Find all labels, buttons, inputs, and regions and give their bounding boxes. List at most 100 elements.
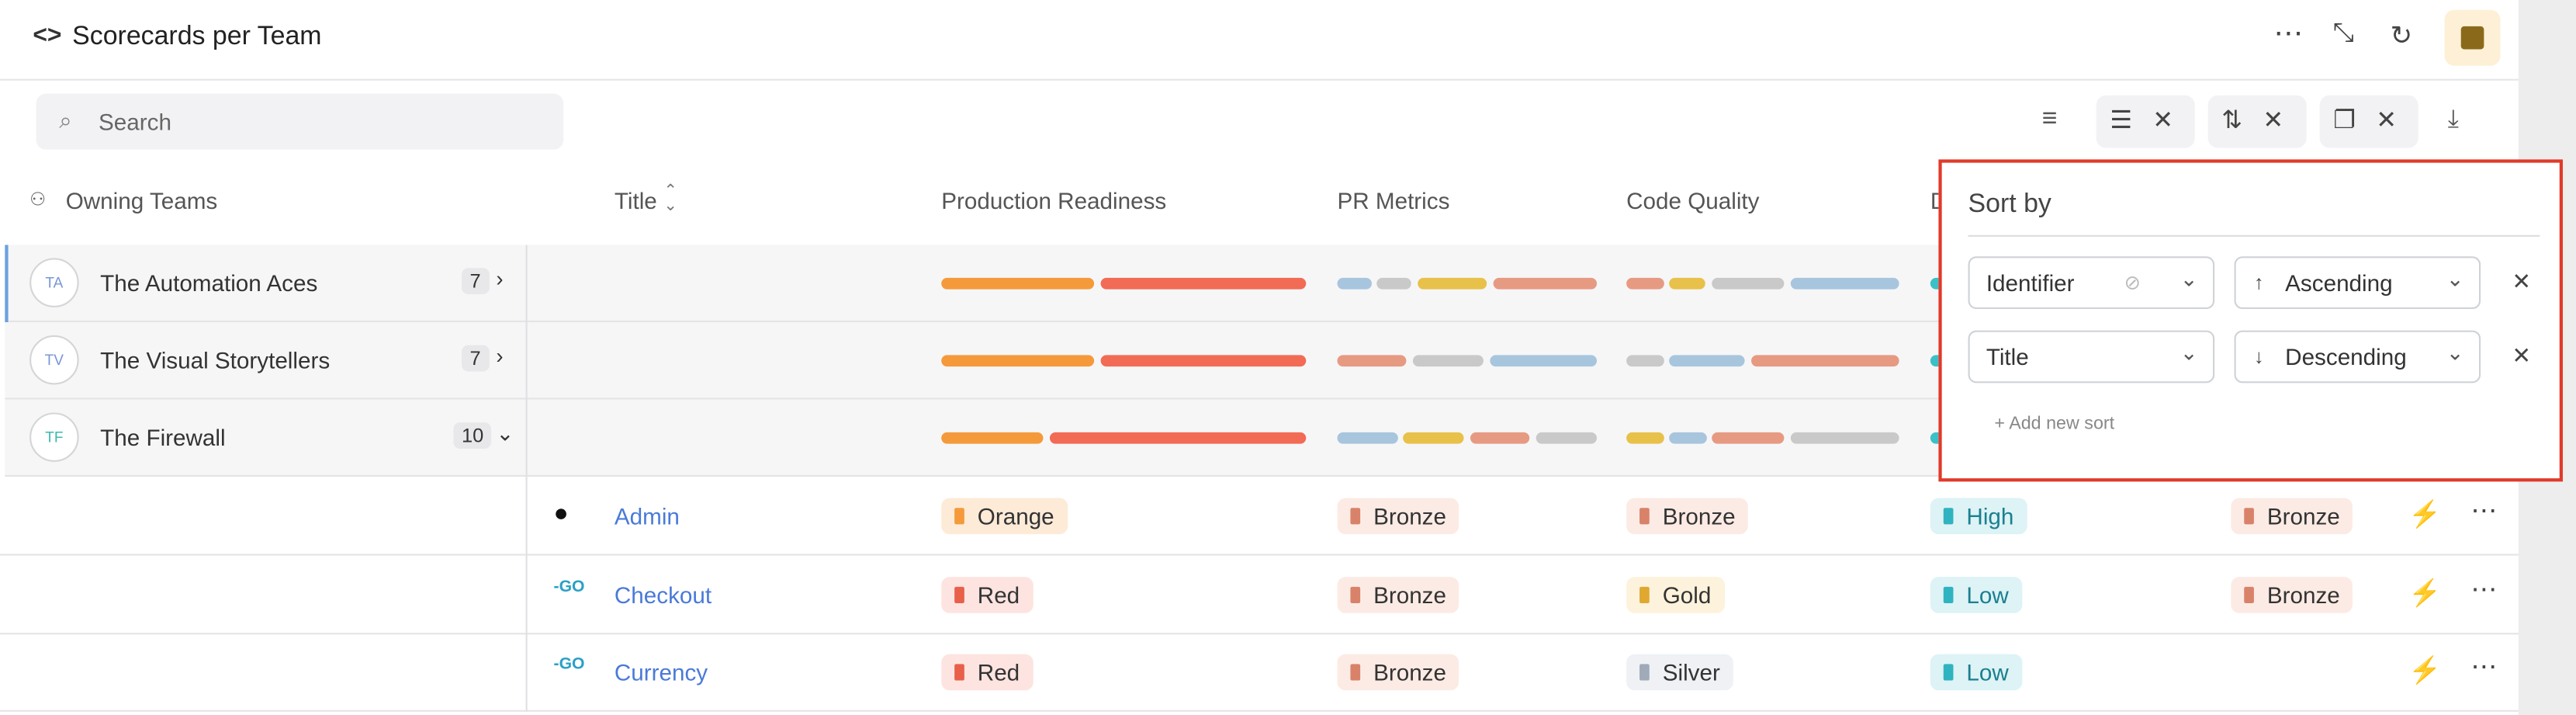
column-header: Production Readiness [941, 187, 1167, 214]
level-badge: Red [941, 576, 1034, 613]
progress-segment [1337, 432, 1398, 444]
progress-segment [1412, 355, 1484, 367]
column-header: PR Metrics [1337, 187, 1450, 214]
group-cell-border [525, 245, 528, 322]
team-name: The Automation Aces [100, 269, 318, 297]
refresh-button[interactable]: ↻ [2390, 23, 2413, 51]
level-badge: Bronze [1337, 654, 1459, 691]
collapse-button[interactable]: ⤡ [2332, 19, 2354, 48]
progress-segment [1337, 277, 1372, 290]
more-button[interactable]: ⋯ [2273, 16, 2304, 50]
page-title: Scorecards per Team [72, 23, 322, 51]
arrow-icon: ↑ [2253, 271, 2264, 294]
group-left-border [5, 245, 9, 322]
chevron: ⌄ [2446, 340, 2464, 366]
team-name: The Visual Storytellers [100, 346, 331, 373]
group-button[interactable]: ☰ ✕ [2096, 95, 2195, 148]
arrow-icon: ↓ [2253, 345, 2264, 369]
expand-icon[interactable]: ⌄ [496, 421, 514, 446]
progress-segment [1337, 355, 1407, 367]
action-icon[interactable]: ⚡ [2408, 657, 2442, 685]
divider [1968, 234, 2540, 237]
level-badge: Bronze [1337, 498, 1459, 535]
columns-button[interactable]: ❐ ✕ [2319, 95, 2418, 148]
progress-segment [1403, 432, 1464, 444]
count-badge: 7 [461, 268, 490, 294]
group-cell-border [525, 321, 528, 400]
progress-segment [1470, 432, 1530, 444]
group-indent-border [525, 554, 528, 634]
column-header: Owning Teams [65, 187, 218, 214]
progress-segment [1669, 277, 1705, 290]
progress-segment [941, 355, 1095, 367]
download-button[interactable]: ⤓ [2447, 105, 2459, 134]
sort-indicator: ⌃ ⌄ [663, 182, 678, 216]
sort-direction-dropdown[interactable]: Descending ↓ ⌄ [2234, 330, 2481, 384]
sort-button[interactable]: ⇅ ✕ [2207, 95, 2307, 148]
avatar: TF [29, 412, 79, 462]
progress-segment [1626, 432, 1664, 444]
team-icon: ⚇ [29, 190, 47, 211]
row-title[interactable]: Checkout [614, 581, 712, 608]
action-icon[interactable]: ⚡ [2408, 579, 2442, 608]
level-badge: Bronze [2231, 576, 2353, 613]
progress-segment [1626, 277, 1664, 290]
column-header: Title [614, 187, 657, 214]
remove-sort[interactable]: ✕ [2512, 342, 2532, 369]
sort-field-dropdown[interactable]: Title ⌄ [1968, 330, 2215, 384]
column-header-partial: D [1930, 187, 1939, 213]
filter-button[interactable]: ≡ [2041, 105, 2058, 134]
progress-segment [1100, 277, 1307, 290]
group-cell-border [525, 399, 528, 477]
progress-segment [1669, 432, 1707, 444]
search-box[interactable]: ⌕ Search [36, 93, 564, 150]
row-title[interactable]: Currency [614, 659, 708, 685]
repo-icon: ● [553, 499, 569, 528]
progress-segment [1376, 277, 1411, 290]
level-badge: Bronze [1626, 498, 1749, 535]
level-badge: Silver [1626, 654, 1733, 691]
progress-segment [1669, 355, 1745, 367]
repo-icon: -GO [553, 655, 585, 675]
save-button[interactable] [2444, 9, 2501, 66]
progress-segment [1751, 355, 1899, 367]
expand-icon[interactable]: › [496, 266, 504, 291]
level-badge: Gold [1626, 576, 1725, 613]
row-border [0, 632, 2519, 634]
progress-segment [1100, 355, 1307, 367]
level-badge: Low [1930, 654, 2022, 691]
level-badge: Bronze [2231, 498, 2353, 535]
remove-sort[interactable]: ✕ [2512, 268, 2532, 294]
count-badge: 10 [453, 422, 492, 449]
row-menu[interactable]: ⋯ [2470, 498, 2498, 526]
action-icon[interactable]: ⚡ [2408, 501, 2442, 529]
group-indent-border [525, 633, 528, 712]
level-badge: Orange [941, 498, 1068, 535]
repo-icon: -GO [553, 578, 585, 596]
level-badge: Low [1930, 576, 2022, 613]
row-title[interactable]: Admin [614, 502, 680, 529]
hidden-icon: ⊘ [2124, 271, 2141, 294]
sort-direction-dropdown[interactable]: Ascending ↑ ⌄ [2234, 256, 2481, 310]
chevron: ⌄ [2180, 266, 2198, 291]
progress-segment [1536, 432, 1598, 444]
progress-segment [1712, 277, 1785, 290]
progress-segment [1712, 432, 1785, 444]
progress-segment [1049, 432, 1307, 444]
sort-field-dropdown[interactable]: Identifier ⊘ ⌄ [1968, 256, 2215, 310]
row-border [0, 554, 2519, 556]
count-badge: 7 [461, 345, 490, 372]
progress-segment-partial [1930, 355, 1939, 367]
progress-segment-partial [1930, 432, 1939, 444]
sort-panel: Sort by + Add new sort Identifier ⊘ ⌄ Ascen… [1938, 159, 2563, 482]
row-menu[interactable]: ⋯ [2470, 576, 2498, 605]
add-sort[interactable]: + Add new sort [1994, 414, 2115, 434]
level-badge: Red [941, 654, 1034, 691]
chevron: ⌄ [2180, 340, 2198, 366]
column-header: Code Quality [1626, 187, 1760, 214]
expand-icon[interactable]: › [496, 343, 504, 369]
row-menu[interactable]: ⋯ [2470, 654, 2498, 682]
progress-segment [1490, 355, 1598, 367]
